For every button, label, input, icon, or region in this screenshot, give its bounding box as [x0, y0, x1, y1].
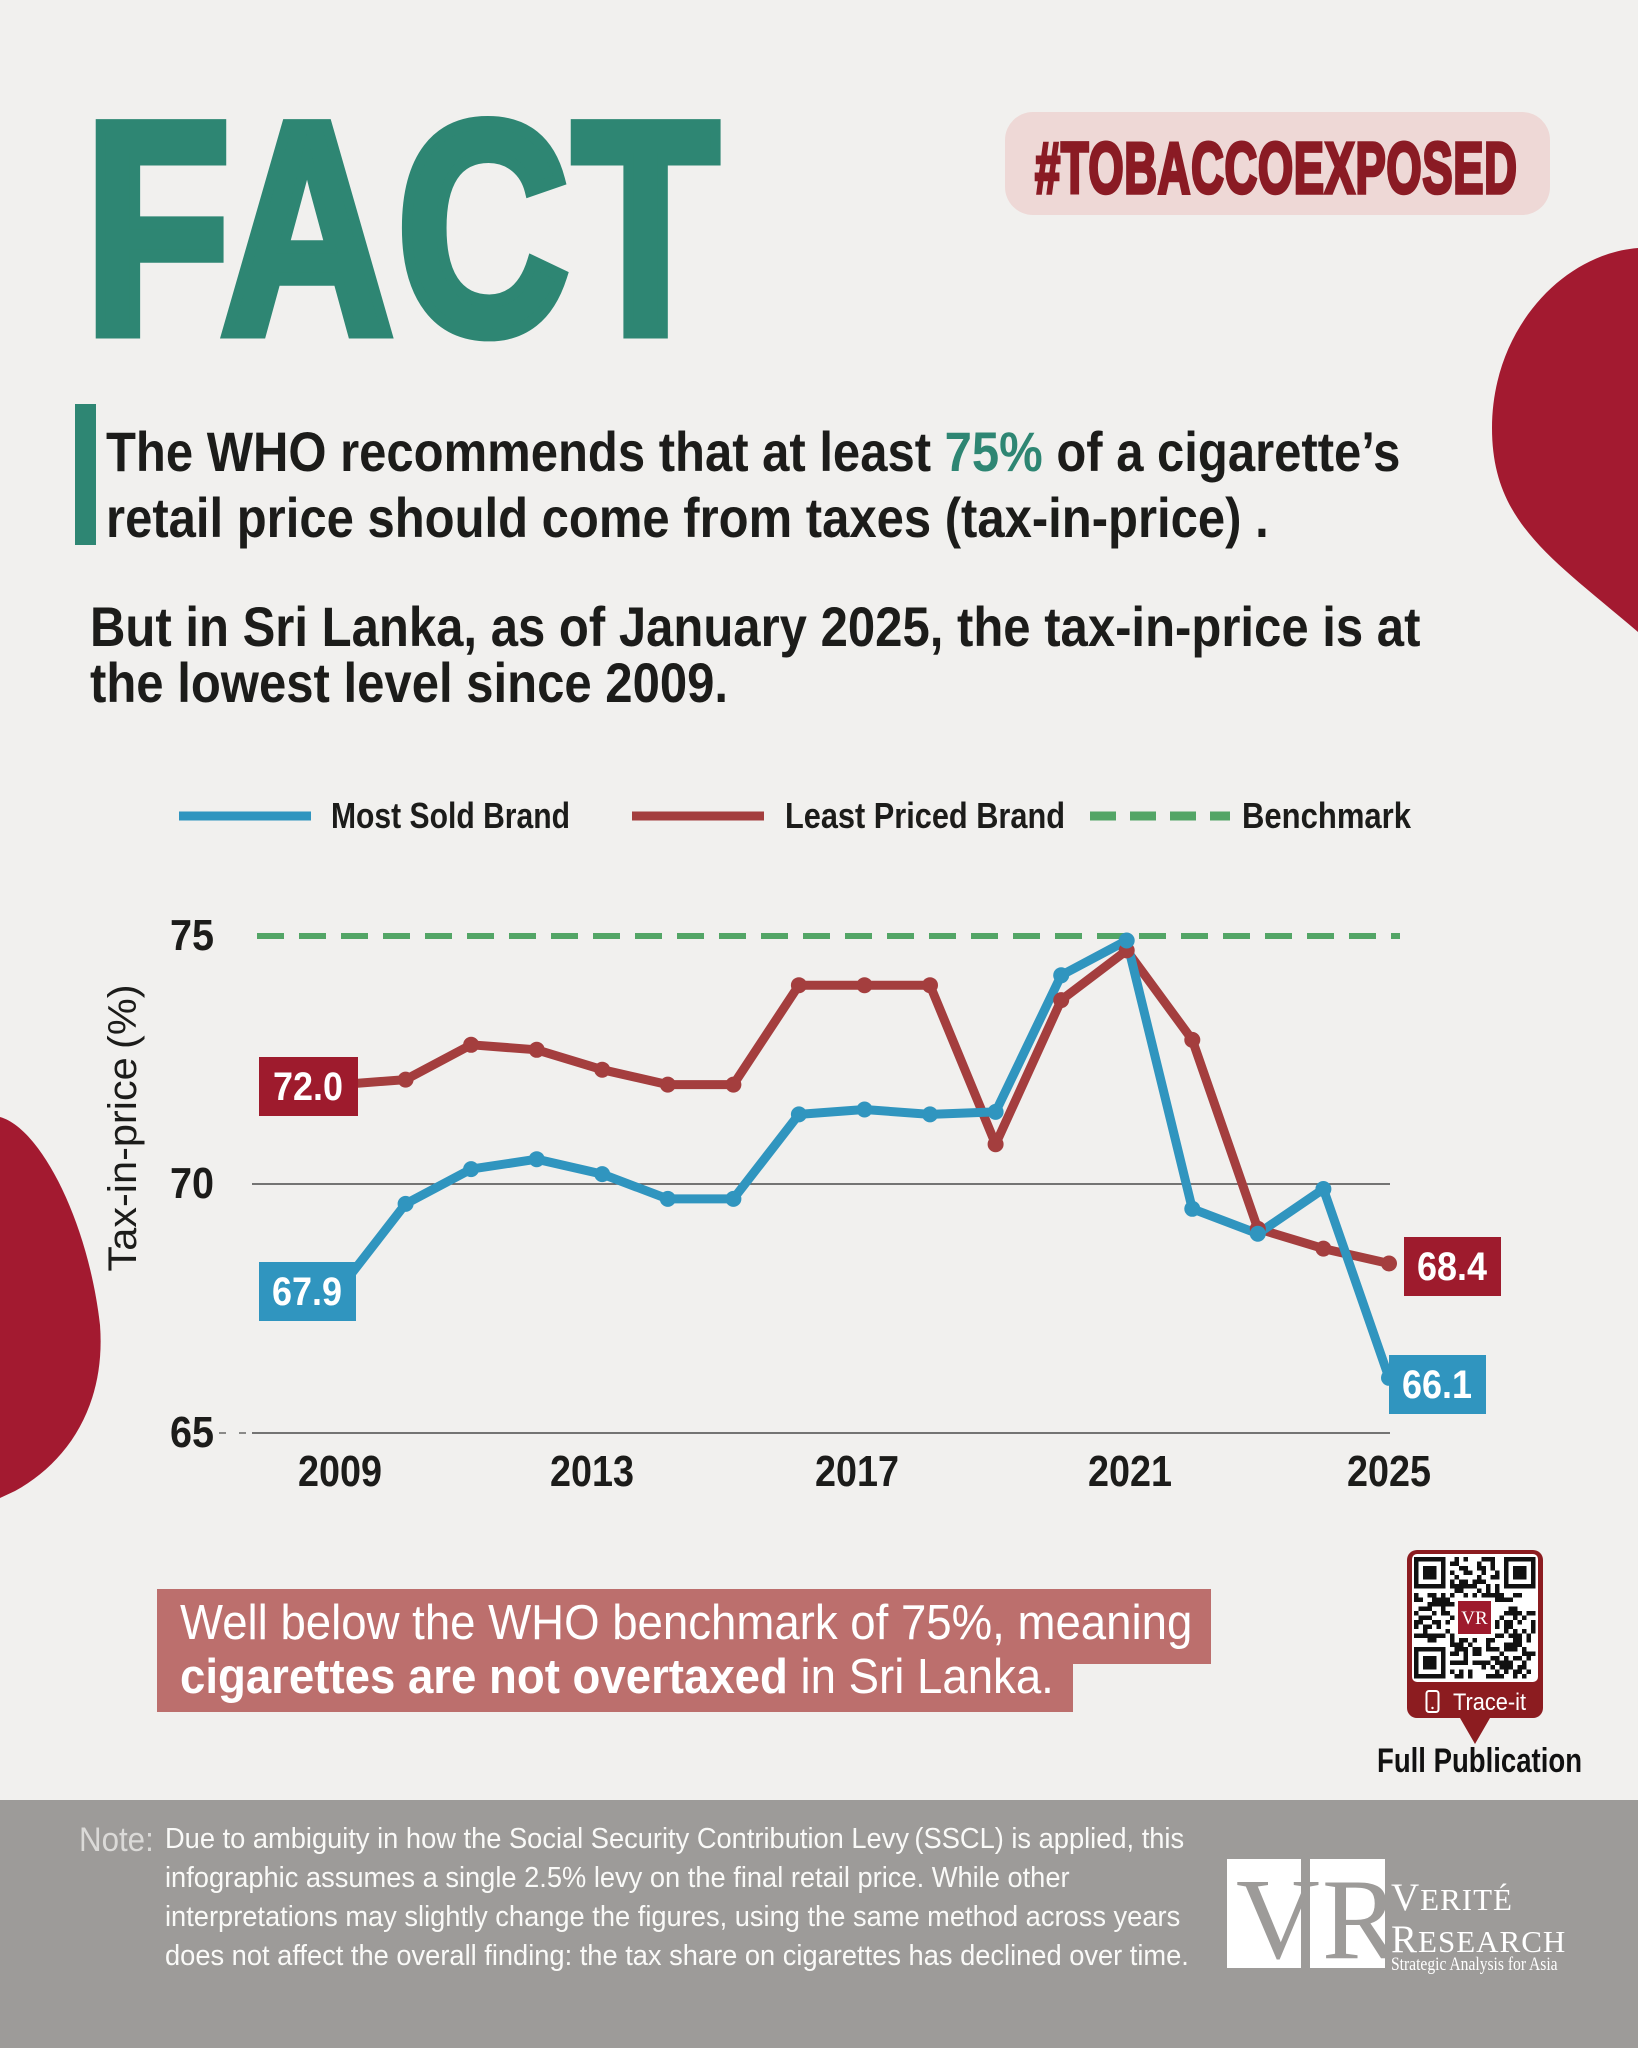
- svg-text:75: 75: [170, 911, 214, 960]
- svg-text:2017: 2017: [815, 1447, 899, 1496]
- svg-text:70: 70: [170, 1159, 214, 1208]
- svg-text:2013: 2013: [550, 1447, 634, 1496]
- svg-text:Least Priced Brand: Least Priced Brand: [785, 795, 1065, 836]
- svg-text:2009: 2009: [298, 1447, 382, 1496]
- svg-text:2025: 2025: [1347, 1447, 1431, 1496]
- svg-text:Benchmark: Benchmark: [1242, 795, 1412, 836]
- svg-text:72.0: 72.0: [273, 1065, 343, 1109]
- svg-text:68.4: 68.4: [1417, 1245, 1488, 1289]
- svg-text:66.1: 66.1: [1402, 1363, 1472, 1407]
- svg-text:Most Sold Brand: Most Sold Brand: [331, 795, 570, 836]
- svg-text:67.9: 67.9: [272, 1270, 342, 1314]
- svg-text:2021: 2021: [1088, 1447, 1172, 1496]
- svg-text:65: 65: [170, 1408, 214, 1457]
- svg-text:Tax-in-price (%): Tax-in-price (%): [101, 985, 145, 1272]
- svg-text:Trace-it: Trace-it: [1453, 1689, 1526, 1716]
- svg-text:VR: VR: [1461, 1608, 1488, 1629]
